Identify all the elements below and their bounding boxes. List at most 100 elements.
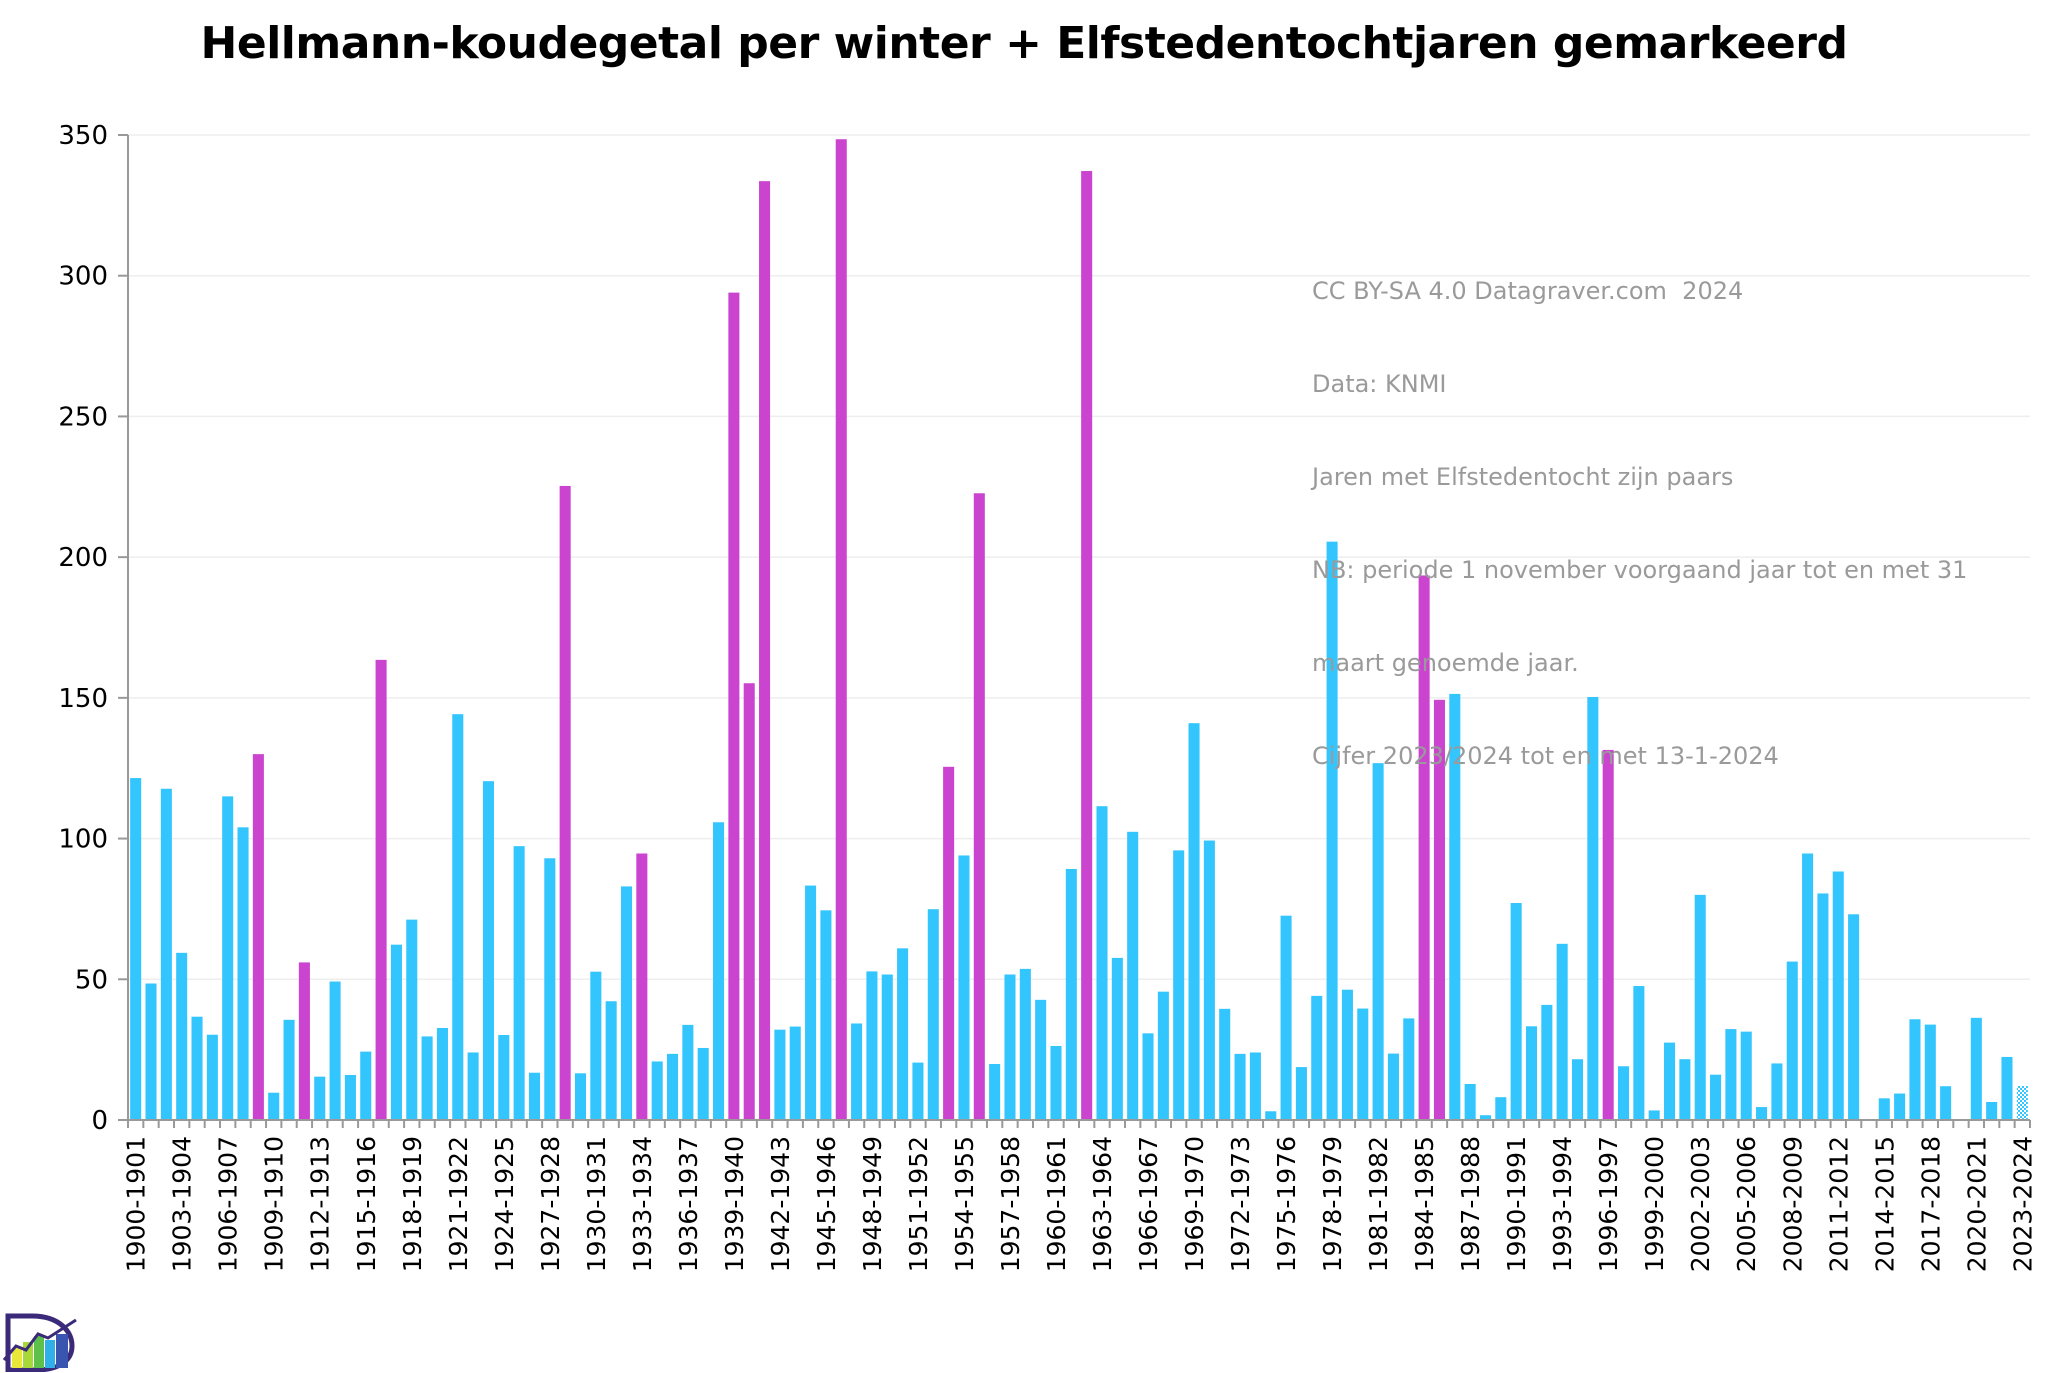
- bar: 2004-2005: 32.3: [1725, 1029, 1737, 1120]
- bar: 2008-2009: 56.3: [1786, 961, 1798, 1120]
- bar: 1901-1902: 48.5: [145, 983, 157, 1120]
- y-tick-label: 250: [58, 402, 108, 432]
- bar-elfstedentocht: 1908-1909: 130: [252, 754, 264, 1120]
- datagraver-logo-icon: [2, 1313, 77, 1372]
- bar-elfstedentocht: 1939-1940: 294: [728, 292, 740, 1121]
- bar: 1957-1958: 51.7: [1004, 974, 1016, 1120]
- x-tick-label: 1978-1979: [1318, 1136, 1347, 1272]
- bar: 1974-1975: 3.1: [1265, 1111, 1277, 1120]
- bar-elfstedentocht: 1946-1947: 348.5: [835, 139, 847, 1120]
- x-tick-label: 1924-1925: [490, 1136, 519, 1272]
- bar: 1956-1957: 19.9: [989, 1063, 1001, 1120]
- annotation-provisional: Cijfer 2023/2024 tot en met 13-1-2024: [1312, 742, 1779, 770]
- y-tick-label: 100: [58, 825, 108, 855]
- bar: 1994-1995: 21.6: [1571, 1059, 1584, 1120]
- x-tick-label: 1972-1973: [1226, 1136, 1255, 1272]
- bar: 2021-2022: 6.4: [1986, 1101, 1998, 1120]
- bar: 1982-1983: 23.6: [1387, 1053, 1399, 1120]
- bar: 1986-1987: 151.4: [1449, 693, 1461, 1120]
- bar: 2002-2003: 80: [1694, 894, 1706, 1120]
- bar: 2010-2011: 80.5: [1817, 893, 1829, 1120]
- bar: 1944-1945: 83.3: [805, 885, 817, 1120]
- bar: 1960-1961: 26.3: [1050, 1045, 1062, 1120]
- x-tick-label: 2005-2006: [1732, 1136, 1761, 1272]
- x-tick-label: 2017-2018: [1916, 1136, 1945, 1272]
- bar: 2007-2008: 20.1: [1771, 1063, 1783, 1120]
- bar-elfstedentocht: 1911-1912: 56: [298, 962, 310, 1120]
- bar: 1900-1901: 121.5: [130, 778, 142, 1120]
- x-tick-label: 1966-1967: [1134, 1136, 1163, 1272]
- bar: 1949-1950: 51.7: [881, 974, 893, 1120]
- bar: 1951-1952: 20.4: [912, 1062, 924, 1120]
- x-tick-label: 1939-1940: [720, 1136, 749, 1272]
- bar: 2017-2018: 33.9: [1924, 1024, 1936, 1120]
- bar: 2012-2013: 73.1: [1848, 914, 1860, 1120]
- y-tick-label: 200: [58, 543, 108, 573]
- bar-elfstedentocht: 1953-1954: 125.5: [943, 766, 955, 1120]
- bar-elfstedentocht: 1933-1934: 94.7: [636, 853, 648, 1120]
- bar: 1963-1964: 111.5: [1096, 806, 1108, 1120]
- bar: 1995-1996: 150.3: [1587, 697, 1599, 1120]
- bar: 1929-1930: 16.6: [574, 1073, 587, 1120]
- x-tick-label: 2020-2021: [1962, 1136, 1991, 1272]
- x-tick-label: 1969-1970: [1180, 1136, 1209, 1272]
- x-tick-label: 1975-1976: [1272, 1136, 1301, 1272]
- bar: 1993-1994: 62.6: [1556, 943, 1568, 1120]
- bars: 1900-1901: 121.51901-1902: 48.51902-1903…: [130, 139, 2028, 1121]
- bar: 1952-1953: 74.9: [927, 909, 939, 1120]
- y-tick-label: 350: [58, 121, 108, 151]
- annotation-source: Data: KNMI: [1312, 370, 1447, 398]
- bar: 1930-1931: 52.7: [590, 971, 602, 1120]
- bar: 1909-1910: 9.7: [268, 1092, 280, 1120]
- x-tick-label: 1990-1991: [1502, 1136, 1531, 1272]
- x-tick-label: 1999-2000: [1640, 1136, 1669, 1272]
- bar: 1967-1968: 45.6: [1157, 991, 1169, 1120]
- bar: 2016-2017: 35.8: [1909, 1019, 1921, 1120]
- x-tick-label: 1906-1907: [214, 1136, 243, 1272]
- x-tick-label: 1996-1997: [1594, 1136, 1623, 1272]
- annotation-period-1: NB: periode 1 november voorgaand jaar to…: [1312, 556, 1968, 584]
- y-tick-label: 300: [58, 262, 108, 292]
- bar: 2009-2010: 94.7: [1802, 853, 1814, 1120]
- bar: 1979-1980: 46.3: [1341, 989, 1353, 1120]
- x-tick-label: 1960-1961: [1042, 1136, 1071, 1272]
- bar: 2003-2004: 16.1: [1710, 1074, 1722, 1120]
- bar: 1997-1998: 19.1: [1618, 1066, 1630, 1120]
- bar: 1923-1924: 120.4: [482, 781, 494, 1120]
- y-axis-ticks: 0 50 100 150 200 250 300 350: [58, 121, 128, 1136]
- x-tick-label: 1930-1931: [582, 1136, 611, 1272]
- bar: 1973-1974: 24: [1249, 1052, 1261, 1120]
- bar-elfstedentocht: 1916-1917: 163.5: [375, 659, 387, 1120]
- x-tick-label: 2023-2024: [2008, 1136, 2037, 1272]
- bar: 1992-1993: 40.9: [1541, 1004, 1553, 1120]
- bar: 1959-1960: 42.7: [1035, 999, 1047, 1120]
- bar: 2001-2002: 21.6: [1679, 1059, 1691, 1120]
- bar: 1978-1979: 205.5: [1326, 541, 1338, 1120]
- bar: 1920-1921: 32.7: [436, 1027, 448, 1120]
- bar: 1989-1990: 8.1: [1495, 1097, 1507, 1120]
- bar: 1948-1949: 52.8: [866, 971, 878, 1120]
- x-tick-label: 2014-2015: [1870, 1136, 1899, 1272]
- bar: 1936-1937: 33.8: [682, 1024, 694, 1120]
- bar: 1980-1981: 39.6: [1357, 1008, 1369, 1120]
- bar-elfstedentocht: 1984-1985: 193.5: [1418, 575, 1430, 1120]
- bar: 1976-1977: 18.8: [1295, 1067, 1307, 1120]
- bar: 1971-1972: 39.5: [1219, 1008, 1231, 1120]
- chart-title: Hellmann-koudegetal per winter + Elfsted…: [200, 18, 1848, 69]
- bar: 1927-1928: 93: [544, 858, 556, 1120]
- gridlines: [128, 134, 2030, 981]
- bar: 1914-1915: 16: [344, 1074, 356, 1120]
- bar: 1931-1932: 42.2: [605, 1001, 617, 1120]
- x-tick-label: 1903-1904: [168, 1136, 197, 1272]
- x-tick-label: 1942-1943: [766, 1136, 795, 1272]
- bar: 1932-1933: 83: [620, 886, 633, 1120]
- bar: 1905-1906: 30.3: [206, 1034, 218, 1120]
- bar: 1906-1907: 115: [222, 796, 234, 1120]
- x-tick-label: 1900-1901: [122, 1136, 151, 1272]
- x-tick-label: 1957-1958: [996, 1136, 1025, 1272]
- annotation-legend: Jaren met Elfstedentocht zijn paars: [1312, 463, 1734, 491]
- x-tick-label: 1984-1985: [1410, 1136, 1439, 1272]
- bar: 1912-1913: 15.4: [314, 1076, 326, 1120]
- bar: 2011-2012: 88.3: [1832, 871, 1844, 1120]
